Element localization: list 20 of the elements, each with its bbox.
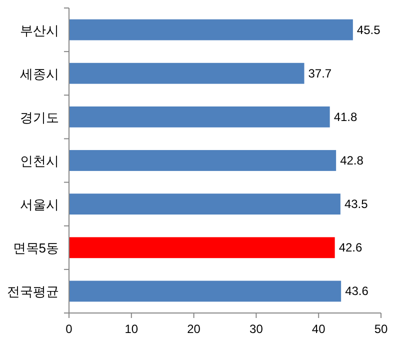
x-tick-label: 20 — [187, 322, 201, 336]
data-label: 43.5 — [344, 197, 368, 212]
data-label: 43.6 — [345, 284, 369, 298]
data-label: 42.8 — [340, 154, 364, 168]
x-tick-label: 30 — [250, 322, 264, 336]
y-tick-label: 인천시 — [20, 154, 59, 168]
y-tick-label: 전국평균 — [7, 284, 59, 300]
data-label: 45.5 — [356, 22, 381, 37]
x-tick-label: 50 — [374, 322, 388, 336]
y-tick-label: 경기도 — [20, 110, 59, 125]
y-tick-label: 부산시 — [20, 22, 59, 38]
y-tick-label: 세종시 — [20, 66, 59, 82]
x-tick-label: 0 — [66, 322, 73, 336]
data-label: 41.8 — [334, 110, 358, 124]
y-tick-label: 면목5동 — [12, 240, 59, 256]
x-tick-label: 40 — [312, 322, 326, 336]
data-label: 37.7 — [308, 66, 332, 80]
y-tick-label: 서울시 — [20, 197, 59, 212]
data-label: 42.6 — [338, 240, 363, 255]
x-tick-label: 10 — [124, 322, 138, 336]
